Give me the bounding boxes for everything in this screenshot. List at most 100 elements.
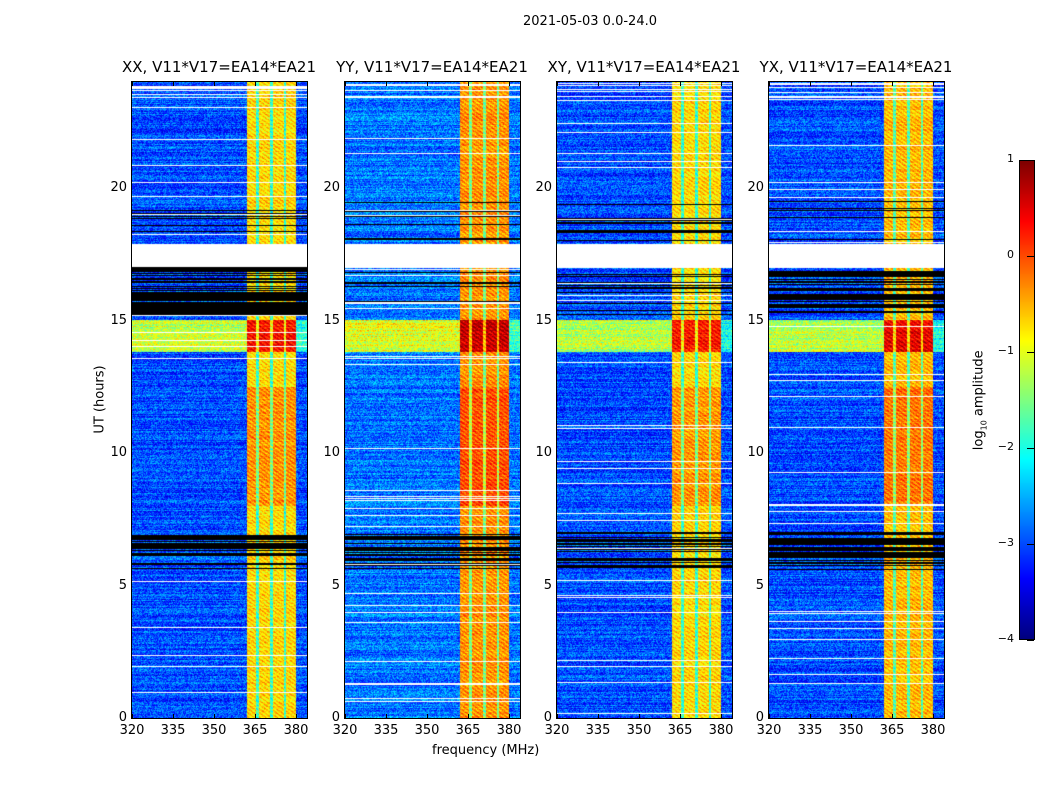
colorbar-tick-mark [1027,544,1034,545]
x-tick-mark [680,82,682,86]
y-tick-label: 5 [543,577,552,593]
y-tick-label: 15 [535,312,552,328]
x-tick-mark [721,714,723,718]
x-axis-label: frequency (MHz) [432,743,540,758]
x-tick-label: 335 [373,723,399,738]
heatmap-panel-2 [344,81,521,719]
colorbar-label-rest: amplitude [971,350,987,421]
panel-title: YX, V11*V17=EA14*EA21 [759,58,953,76]
x-tick-mark [810,714,812,718]
colorbar-tick-mark [1027,448,1034,449]
x-tick-mark [345,714,346,718]
heatmap-panel-1 [131,81,308,719]
x-tick-label: 365 [455,723,481,738]
y-tick-label: 20 [535,180,552,195]
x-tick-label: 365 [667,723,693,738]
x-tick-label: 350 [201,723,227,738]
y-tick-label: 0 [755,710,764,725]
x-tick-mark [386,714,388,718]
x-tick-label: 335 [797,723,823,738]
y-tick-label: 0 [543,710,552,725]
x-tick-label: 320 [544,723,570,738]
x-tick-label: 380 [708,723,734,738]
panel-title: XX, V11*V17=EA14*EA21 [121,58,316,76]
x-tick-label: 350 [838,723,864,738]
colorbar [1019,160,1035,640]
x-tick-mark [386,82,388,86]
x-tick-mark [892,82,894,86]
x-tick-label: 365 [242,723,268,738]
x-tick-mark [933,82,935,86]
y-tick-label: 0 [331,710,340,725]
x-tick-mark [769,82,770,86]
heatmap-cells [345,82,520,718]
y-tick-label: 20 [747,180,764,195]
x-tick-mark [598,714,600,718]
x-tick-mark [557,82,558,86]
x-tick-mark [255,714,257,718]
y-axis-label: UT (hours) [92,365,108,434]
colorbar-tick-mark [1027,160,1034,161]
x-tick-mark [721,82,723,86]
panel-title: XY, V11*V17=EA14*EA21 [547,58,741,76]
colorbar-label-sub: 10 [979,420,989,431]
panel-title: YY, V11*V17=EA14*EA21 [336,58,528,76]
x-tick-mark [851,82,853,86]
x-tick-mark [214,714,216,718]
heatmap-panel-4 [768,81,945,719]
y-tick-label: 5 [331,577,340,593]
colorbar-tick-label: −4 [997,632,1014,645]
x-tick-label: 335 [160,723,186,738]
x-tick-mark [296,714,298,718]
colorbar-tick-label: −1 [997,344,1014,357]
colorbar-tick-label: 1 [1007,152,1014,165]
x-tick-label: 335 [585,723,611,738]
x-tick-mark [468,714,470,718]
x-tick-mark [933,714,935,718]
colorbar-label: log10 amplitude [972,340,989,460]
y-tick-label: 10 [535,445,552,460]
x-tick-mark [296,82,298,86]
x-tick-mark [345,82,346,86]
x-tick-mark [132,82,133,86]
x-tick-label: 365 [879,723,905,738]
colorbar-tick-label: −2 [997,440,1014,453]
x-tick-mark [557,714,558,718]
x-tick-mark [427,714,429,718]
x-tick-mark [680,714,682,718]
x-tick-label: 380 [496,723,522,738]
x-tick-mark [810,82,812,86]
colorbar-label-log: log [971,430,987,451]
colorbar-tick-label: 0 [1007,248,1014,261]
y-tick-label: 10 [323,445,340,460]
figure-title: 2021-05-03 0.0-24.0 [523,14,657,29]
heatmap-cells [557,82,732,718]
x-tick-mark [851,714,853,718]
x-tick-mark [173,714,175,718]
y-tick-label: 10 [747,445,764,460]
y-tick-label: 15 [110,312,127,328]
x-tick-mark [173,82,175,86]
x-tick-mark [255,82,257,86]
x-tick-mark [639,82,641,86]
x-tick-label: 320 [119,723,145,738]
x-tick-label: 350 [414,723,440,738]
x-tick-mark [639,714,641,718]
x-tick-mark [427,82,429,86]
heatmap-cells [132,82,307,718]
x-tick-label: 350 [626,723,652,738]
x-tick-mark [214,82,216,86]
y-tick-label: 10 [110,445,127,460]
y-tick-label: 20 [110,180,127,195]
y-tick-label: 0 [118,710,127,725]
x-tick-mark [509,714,511,718]
colorbar-tick-mark [1027,256,1034,257]
heatmap-cells [769,82,944,718]
x-tick-mark [132,714,133,718]
colorbar-gradient [1020,161,1034,639]
y-tick-label: 5 [118,577,127,593]
colorbar-tick-mark [1027,640,1034,641]
colorbar-tick-mark [1027,352,1034,353]
x-tick-mark [769,714,770,718]
y-tick-label: 15 [323,312,340,328]
